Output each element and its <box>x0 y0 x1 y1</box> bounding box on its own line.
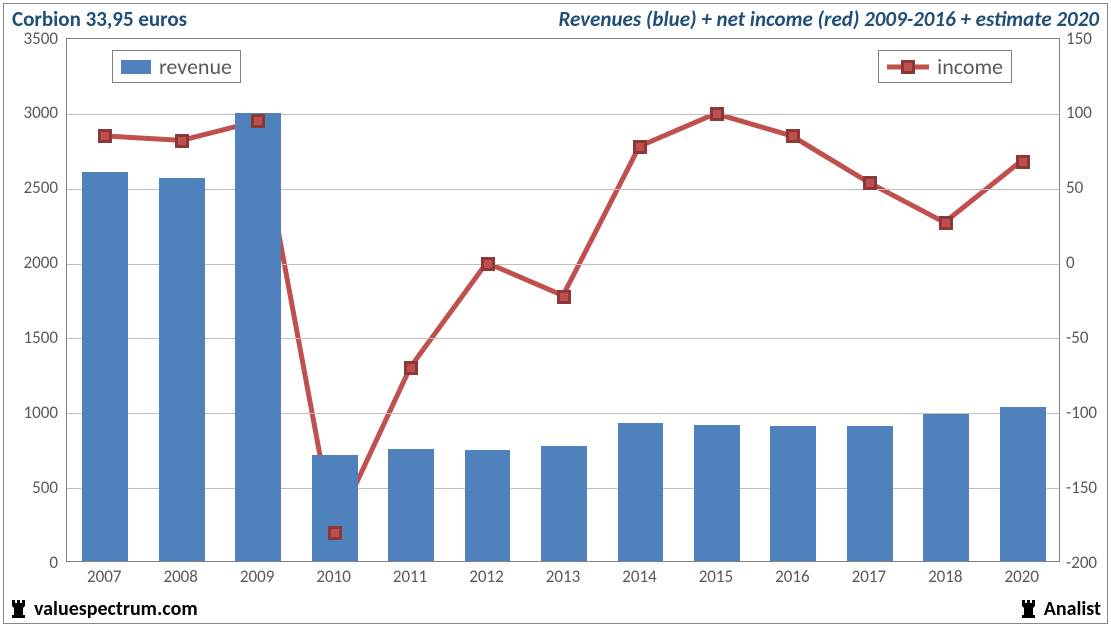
income-marker <box>98 129 112 143</box>
income-marker <box>633 140 647 154</box>
y-right-tick-label: -50 <box>1066 327 1088 348</box>
x-tick-label: 2014 <box>622 566 656 587</box>
income-marker <box>710 107 724 121</box>
income-marker <box>175 134 189 148</box>
revenue-bar <box>923 414 969 561</box>
revenue-bar <box>235 113 281 561</box>
y-right-tick-label: -150 <box>1066 477 1097 498</box>
footer-right: Analist <box>1020 597 1101 621</box>
y-left-tick-label: 1000 <box>24 402 58 423</box>
chart-title-right: Revenues (blue) + net income (red) 2009-… <box>559 6 1099 32</box>
x-tick-label: 2016 <box>775 566 809 587</box>
revenue-bar <box>1000 407 1046 561</box>
y-right-tick-label: 0 <box>1066 252 1075 273</box>
legend-income-label: income <box>937 53 1003 80</box>
revenue-bar <box>312 455 358 561</box>
revenue-bar <box>541 446 587 561</box>
rook-icon <box>10 598 30 620</box>
gridline <box>67 114 1059 115</box>
legend-revenue: revenue <box>112 50 241 83</box>
revenue-bar <box>618 423 664 561</box>
revenue-bar <box>465 450 511 561</box>
legend-revenue-label: revenue <box>159 53 232 80</box>
x-tick-label: 2017 <box>852 566 886 587</box>
income-marker <box>1016 155 1030 169</box>
revenue-bar <box>159 178 205 561</box>
x-tick-label: 2007 <box>87 566 121 587</box>
income-marker <box>404 361 418 375</box>
x-tick-label: 2013 <box>546 566 580 587</box>
income-marker <box>251 114 265 128</box>
gridline <box>67 264 1059 265</box>
revenue-bar <box>770 426 816 561</box>
chart-container: Corbion 33,95 euros Revenues (blue) + ne… <box>3 3 1108 624</box>
y-left-tick-label: 1500 <box>24 327 58 348</box>
revenue-bar <box>847 426 893 561</box>
x-tick-label: 2011 <box>393 566 427 587</box>
x-tick-label: 2018 <box>928 566 962 587</box>
income-marker <box>557 290 571 304</box>
income-marker <box>939 216 953 230</box>
rook-icon <box>1020 598 1040 620</box>
y-left-tick-label: 2000 <box>24 252 58 273</box>
y-right-tick-label: 50 <box>1066 177 1083 198</box>
legend-income-swatch <box>887 59 929 75</box>
legend-revenue-swatch <box>121 60 151 74</box>
revenue-bar <box>82 172 128 561</box>
gridline <box>67 189 1059 190</box>
footer-right-text: Analist <box>1044 597 1101 621</box>
x-tick-label: 2015 <box>699 566 733 587</box>
y-left-tick-label: 500 <box>32 477 58 498</box>
income-marker <box>863 176 877 190</box>
y-right-tick-label: -200 <box>1066 552 1097 573</box>
y-left-tick-label: 0 <box>49 552 58 573</box>
y-left-tick-label: 3000 <box>24 102 58 123</box>
revenue-bar <box>388 449 434 561</box>
y-right-tick-label: 100 <box>1066 102 1092 123</box>
gridline <box>67 338 1059 339</box>
y-right-tick-label: 150 <box>1066 28 1092 49</box>
legend-income: income <box>878 50 1012 83</box>
x-tick-label: 2008 <box>163 566 197 587</box>
income-marker <box>481 257 495 271</box>
income-marker <box>786 129 800 143</box>
x-tick-label: 2010 <box>316 566 350 587</box>
y-left-tick-label: 2500 <box>24 177 58 198</box>
footer-left-text: valuespectrum.com <box>34 597 198 621</box>
x-tick-label: 2020 <box>1005 566 1039 587</box>
income-marker <box>328 526 342 540</box>
gridline <box>67 413 1059 414</box>
footer-left: valuespectrum.com <box>10 597 198 621</box>
plot-area <box>66 38 1060 562</box>
x-tick-label: 2009 <box>240 566 274 587</box>
x-tick-label: 2012 <box>469 566 503 587</box>
y-right-tick-label: -100 <box>1066 402 1097 423</box>
revenue-bar <box>694 425 740 561</box>
y-left-tick-label: 3500 <box>24 28 58 49</box>
